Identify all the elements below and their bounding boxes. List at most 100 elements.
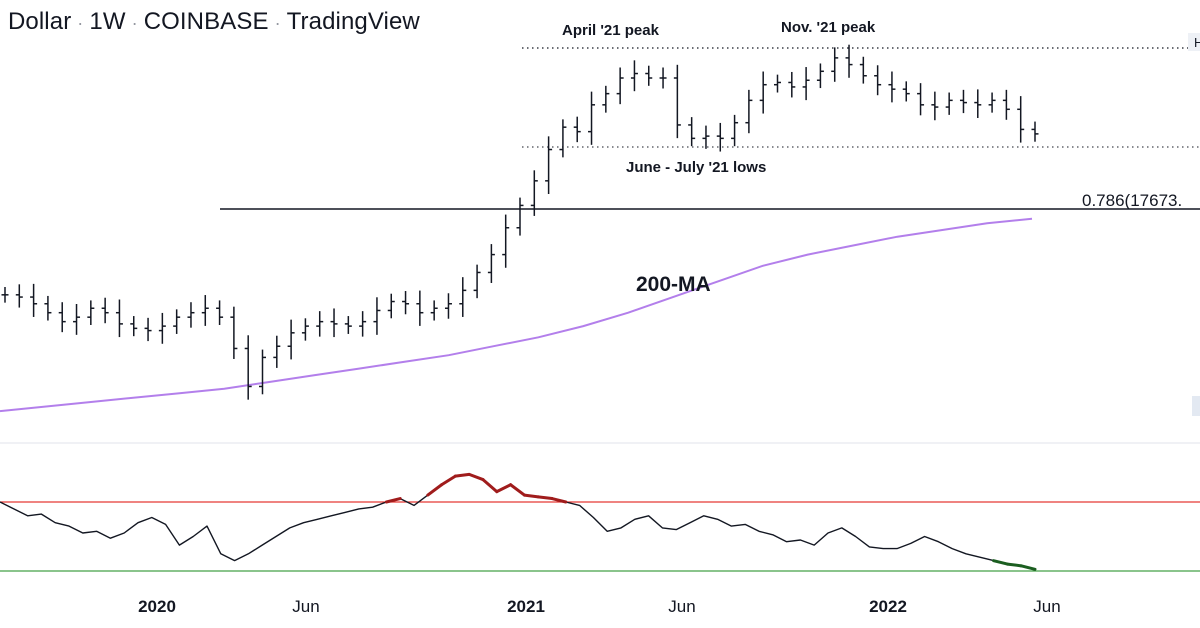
price-tag-upper bbox=[1188, 33, 1200, 51]
ohlc-bar bbox=[387, 293, 395, 319]
ohlc-bar bbox=[201, 295, 209, 326]
oscillator-highlight-segment bbox=[384, 497, 402, 504]
oscillator-highlight-segment bbox=[509, 483, 526, 497]
ohlc-bar bbox=[688, 117, 696, 147]
x-axis-tick-label: 2020 bbox=[138, 597, 176, 616]
oscillator-highlight-segment bbox=[1019, 564, 1037, 571]
x-axis-group: 2020 Jun 2021 Jun 2022 Jun bbox=[138, 597, 1061, 616]
ohlc-bar bbox=[845, 44, 853, 78]
ohlc-bar bbox=[259, 349, 266, 395]
oscillator-highlight-segment bbox=[440, 474, 457, 487]
oscillator-highlight-segment bbox=[426, 483, 444, 497]
fib-level-label: 0.786(17673. bbox=[1082, 191, 1182, 210]
ohlc-bar bbox=[573, 116, 581, 143]
ohlc-bar bbox=[444, 293, 452, 319]
oscillator-highlight-segment bbox=[453, 472, 471, 478]
ohlc-bar bbox=[974, 89, 982, 119]
oscillator-highlight-segment bbox=[467, 472, 485, 482]
nov-peak-label: Nov. '21 peak bbox=[781, 19, 876, 36]
ohlc-bar bbox=[902, 81, 910, 102]
price-tag-upper-text: H bbox=[1194, 35, 1200, 50]
ohlc-bar bbox=[502, 214, 510, 268]
oscillator-highlight-segment bbox=[481, 478, 499, 494]
x-axis-tick-label: Jun bbox=[1033, 597, 1060, 616]
ohlc-bar bbox=[473, 264, 481, 299]
ohlc-bar bbox=[516, 197, 524, 236]
ohlc-bar bbox=[1002, 89, 1010, 120]
ohlc-bar bbox=[788, 71, 796, 98]
ohlc-bar bbox=[316, 311, 324, 337]
header-separator-dot: · bbox=[77, 13, 84, 33]
ohlc-bar bbox=[187, 302, 195, 328]
ohlc-bar bbox=[988, 92, 996, 113]
ohlc-bars-group bbox=[1, 44, 1039, 400]
header-separator-dot: · bbox=[131, 13, 138, 33]
ohlc-bar bbox=[673, 64, 681, 139]
ohlc-bar bbox=[416, 290, 424, 326]
ohlc-bar bbox=[659, 67, 667, 89]
april-peak-label: April '21 peak bbox=[562, 22, 660, 39]
ohlc-bar bbox=[759, 71, 767, 114]
oscillator-highlight-segment bbox=[522, 493, 540, 499]
chart-header: Dollar · 1W · COINBASE · TradingView bbox=[8, 8, 420, 36]
header-separator-dot: · bbox=[274, 13, 281, 33]
ohlc-bar bbox=[917, 83, 925, 116]
x-axis-tick-label: 2022 bbox=[869, 597, 907, 616]
ma-200-line bbox=[0, 217, 1033, 413]
ohlc-bar bbox=[144, 317, 152, 342]
ohlc-bar bbox=[1031, 121, 1039, 142]
ohlc-bar bbox=[402, 291, 410, 315]
ohlc-bar bbox=[330, 308, 338, 338]
ohlc-bar bbox=[344, 316, 352, 334]
x-axis-tick-label: 2021 bbox=[507, 597, 545, 616]
ohlc-bar bbox=[244, 335, 252, 400]
x-axis-tick-label: Jun bbox=[668, 597, 695, 616]
ma-200-label: 200-MA bbox=[636, 273, 711, 296]
ohlc-bar bbox=[44, 295, 52, 321]
ohlc-bar bbox=[859, 56, 867, 84]
ohlc-bar bbox=[158, 312, 166, 344]
ohlc-bar bbox=[359, 311, 367, 337]
ohlc-bar bbox=[645, 65, 653, 86]
ohlc-bar bbox=[745, 89, 753, 134]
platform-label: TradingView bbox=[286, 8, 420, 35]
ohlc-bar bbox=[230, 306, 238, 359]
x-axis-tick-label: Jun bbox=[292, 597, 319, 616]
ohlc-bar bbox=[545, 136, 553, 195]
ohlc-bar bbox=[716, 122, 724, 152]
ohlc-bar bbox=[588, 91, 596, 145]
ohlc-bar bbox=[130, 316, 138, 337]
june-july-lows-label: June - July '21 lows bbox=[626, 159, 766, 176]
ohlc-bar bbox=[430, 300, 438, 321]
ohlc-bar bbox=[945, 92, 953, 115]
ohlc-bar bbox=[874, 65, 882, 96]
ohlc-bar bbox=[959, 89, 967, 114]
ohlc-bar bbox=[173, 309, 181, 334]
interval-label[interactable]: 1W bbox=[89, 8, 126, 35]
ohlc-bar bbox=[831, 47, 839, 82]
ohlc-bar bbox=[73, 303, 81, 335]
ohlc-bar bbox=[1, 287, 9, 303]
ohlc-bar bbox=[530, 170, 538, 216]
ohlc-bar bbox=[216, 300, 224, 325]
ohlc-bar bbox=[101, 297, 109, 324]
ohlc-bar bbox=[115, 299, 123, 338]
ohlc-bar bbox=[273, 335, 281, 368]
oscillator-highlight-segment bbox=[992, 559, 1009, 566]
ohlc-bar bbox=[559, 119, 567, 158]
ohlc-bar bbox=[616, 67, 624, 105]
ohlc-bar bbox=[487, 244, 495, 283]
ohlc-bar bbox=[373, 297, 381, 335]
ohlc-bar bbox=[1017, 96, 1025, 143]
ohlc-bar bbox=[702, 125, 710, 149]
ohlc-bar bbox=[816, 63, 824, 89]
exchange-label: COINBASE bbox=[143, 8, 269, 35]
ohlc-bar bbox=[731, 114, 739, 147]
ohlc-bar bbox=[774, 74, 781, 93]
oscillator-highlights-group bbox=[384, 472, 1037, 571]
ohlc-bar bbox=[287, 319, 295, 360]
oscillator-highlight-segment bbox=[495, 483, 513, 494]
ohlc-bar bbox=[888, 71, 896, 103]
oscillator-highlight-segment bbox=[536, 495, 554, 501]
